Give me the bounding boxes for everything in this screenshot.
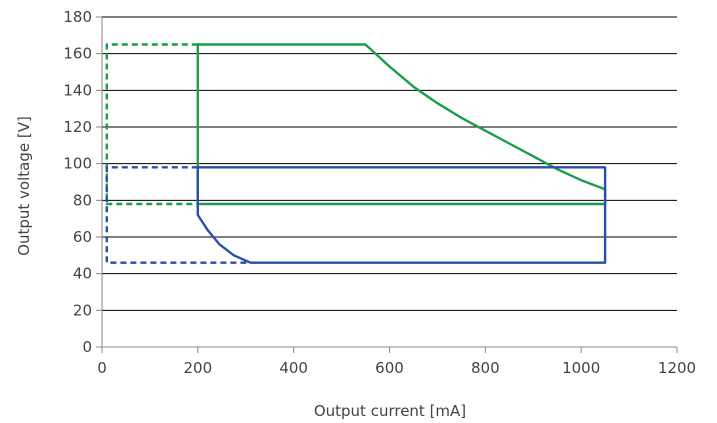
x-axis-label: Output current [mA]: [314, 402, 466, 420]
y-tick-label: 80: [73, 191, 92, 209]
x-tick-label: 200: [184, 359, 213, 377]
series-green-solid: [196, 43, 607, 206]
x-tick-label: 600: [375, 359, 404, 377]
series-blue-solid: [196, 166, 607, 264]
y-tick-label: 100: [63, 155, 92, 173]
y-axis-label: Output voltage [V]: [15, 116, 33, 256]
y-tick-label: 20: [73, 301, 92, 319]
series-green-dashed: [105, 43, 198, 206]
tick-labels: 0 20 40 60 80 100 120 140 160 180 0 200 400 600 800 100…: [63, 8, 696, 377]
y-tick-label: 120: [63, 118, 92, 136]
x-tick-label: 1200: [658, 359, 696, 377]
y-tick-label: 40: [73, 265, 92, 283]
x-tick-label: 400: [279, 359, 308, 377]
series-blue-dashed: [105, 166, 251, 264]
y-tick-label: 180: [63, 8, 92, 26]
series-layer: [105, 43, 607, 264]
x-tick-label: 800: [471, 359, 500, 377]
axes: [96, 16, 678, 353]
y-tick-label: 140: [63, 81, 92, 99]
y-tick-label: 60: [73, 228, 92, 246]
grid-lines: [102, 16, 677, 311]
x-tick-label: 1000: [562, 359, 600, 377]
y-tick-label: 0: [82, 338, 92, 356]
y-tick-label: 160: [63, 45, 92, 63]
x-tick-label: 0: [97, 359, 107, 377]
